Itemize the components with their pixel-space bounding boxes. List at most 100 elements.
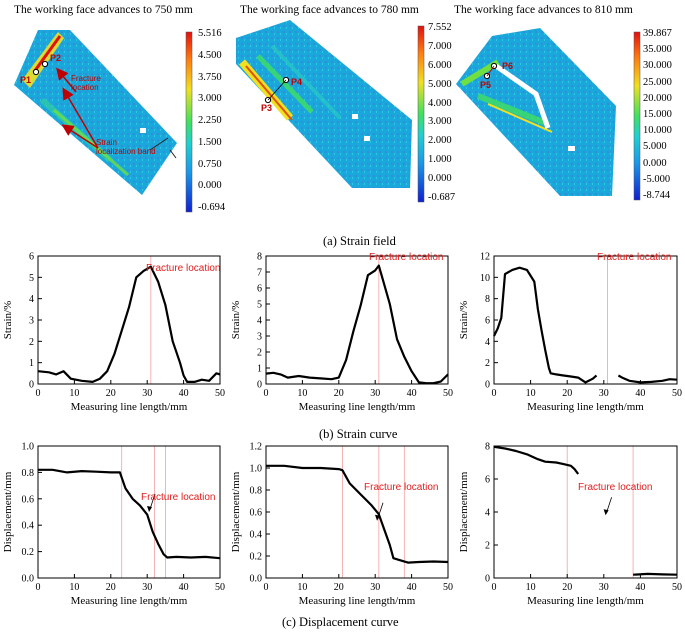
y-tick-label: 8 [257, 252, 262, 263]
x-tick-label: 30 [142, 582, 152, 593]
colorbar-label: 5.000 [643, 141, 667, 153]
fracture-arrow [377, 502, 384, 518]
y-tick-label: 6 [29, 252, 34, 263]
y-axis-label: Displacement/mm [230, 471, 242, 552]
y-tick-label: 1 [29, 358, 34, 369]
field-title-780: The working face advances to 780 mm [240, 4, 419, 16]
x-tick-label: 50 [215, 582, 225, 593]
x-tick-label: 50 [215, 388, 225, 399]
plot-frame [37, 255, 221, 385]
x-axis-label: Measuring line length/mm [71, 595, 188, 607]
y-tick-label: 1.0 [22, 442, 35, 453]
y-tick-label: 6 [257, 284, 262, 295]
series-line-strain [37, 265, 221, 383]
y-tick-label: 0.0 [22, 574, 35, 585]
strain-curve-750: 0 10 20 30 40 50 0 1 2 3 4 5 6 Measuring line length/… [2, 252, 225, 414]
fracture-location-annotation: Fracture location [71, 74, 101, 92]
colorbar-label: 5.000 [428, 78, 452, 90]
x-tick-label: 30 [599, 582, 609, 593]
point-label-p2: P2 [50, 53, 62, 63]
x-tick-label: 10 [297, 388, 307, 399]
x-tick-label: 10 [297, 582, 307, 593]
y-tick-label: 4 [29, 294, 34, 305]
x-tick-label: 20 [334, 388, 344, 399]
x-tick-label: 10 [69, 388, 79, 399]
x-tick-label: 40 [635, 582, 645, 593]
x-tick-label: 20 [562, 582, 572, 593]
x-tick-label: 0 [36, 582, 41, 593]
disp-fracture-label-810: Fracture location [578, 482, 653, 493]
plot-frame [37, 445, 221, 579]
y-tick-label: 3 [257, 332, 262, 343]
series-line-displacement [493, 445, 580, 475]
colorbar-label: 30.000 [643, 60, 672, 72]
y-tick-label: 4 [257, 316, 262, 327]
colorbar-label: 3.750 [198, 71, 222, 83]
displacement-curve-810: 0 10 20 30 40 50 0 2 4 6 8 Measuring line length/mm… [458, 442, 682, 608]
x-tick-label: 0 [36, 388, 41, 399]
y-axis-label: Displacement/mm [2, 471, 14, 552]
colorbar-label: 25.000 [643, 76, 672, 88]
y-tick-label: 12 [480, 252, 490, 263]
x-tick-label: 50 [443, 582, 453, 593]
y-tick-label: 0 [257, 380, 262, 391]
y-tick-label: 2 [485, 358, 490, 369]
y-tick-label: 1.2 [250, 442, 263, 453]
fracture-arrow-head [147, 506, 153, 512]
colorbar-750 [185, 31, 193, 213]
y-tick-label: 7 [257, 268, 262, 279]
y-axis-label: Strain/% [230, 301, 242, 340]
plot-frame [493, 255, 678, 385]
y-tick-label: 0.6 [250, 508, 263, 519]
y-tick-label: 2 [257, 348, 262, 359]
y-tick-label: 5 [257, 300, 262, 311]
displacement-curve-780: 0 10 20 30 40 50 0.0 0.2 0.4 0.6 0.8 1.0 1.2 Measurin… [230, 442, 453, 608]
x-tick-label: 10 [526, 388, 536, 399]
series-line-strain [617, 374, 678, 384]
y-tick-label: 0 [485, 380, 490, 391]
y-tick-label: 4 [485, 508, 490, 519]
x-tick-label: 50 [443, 388, 453, 399]
series-line-displacement [633, 572, 678, 576]
x-tick-label: 30 [599, 388, 609, 399]
colorbar-label: 4.500 [198, 49, 222, 61]
y-tick-label: 0.8 [22, 468, 35, 479]
x-tick-label: 40 [179, 582, 189, 593]
field-title-810: The working face advances to 810 mm [454, 4, 633, 16]
y-axis-label: Strain/% [458, 301, 470, 340]
fracture-arrow-head [375, 514, 381, 521]
x-tick-label: 0 [492, 582, 497, 593]
x-tick-label: 50 [672, 388, 682, 399]
colorbar-label: -8.744 [643, 190, 671, 201]
plot-frame [493, 445, 678, 579]
x-tick-label: 30 [370, 388, 380, 399]
fracture-arrow [606, 497, 613, 513]
colorbar-label: 15.000 [643, 109, 672, 120]
colorbar-label: -0.694 [198, 202, 226, 213]
strain-band-annotation: Strain localization band [96, 138, 156, 156]
disp-fracture-label-750: Fracture location [141, 492, 216, 503]
colorbar-label: 35.000 [643, 44, 672, 56]
x-tick-label: 0 [492, 388, 497, 399]
y-tick-label: 0.4 [22, 521, 35, 532]
colorbar-label: 2.250 [198, 115, 222, 126]
fracture-arrow-head [603, 509, 609, 516]
colorbar-labels-750: 5.516 4.500 3.750 3.000 2.250 1.500 0.750 0.000… [198, 28, 238, 214]
series-line-displacement [266, 464, 449, 564]
colorbar-label: 7.000 [428, 40, 452, 52]
colorbar-label: 5.516 [198, 28, 222, 39]
strain-fracture-label-810: Fracture location [597, 252, 672, 263]
colorbar-label: 39.867 [643, 28, 672, 39]
colorbar-label: -0.687 [428, 192, 456, 203]
disp-fracture-label-780: Fracture location [364, 482, 439, 493]
y-tick-label: 2 [29, 337, 34, 348]
point-label-p4: P4 [291, 77, 303, 87]
x-tick-label: 0 [264, 388, 269, 399]
x-tick-label: 0 [264, 582, 269, 593]
y-tick-label: 0 [485, 574, 490, 585]
strain-field-780 [236, 20, 412, 188]
colorbar-label: 10.000 [643, 125, 672, 137]
y-tick-label: 0.0 [250, 574, 263, 585]
y-axis-label: Strain/% [2, 301, 14, 340]
caption-strain-curve: (b) Strain curve [319, 427, 398, 441]
